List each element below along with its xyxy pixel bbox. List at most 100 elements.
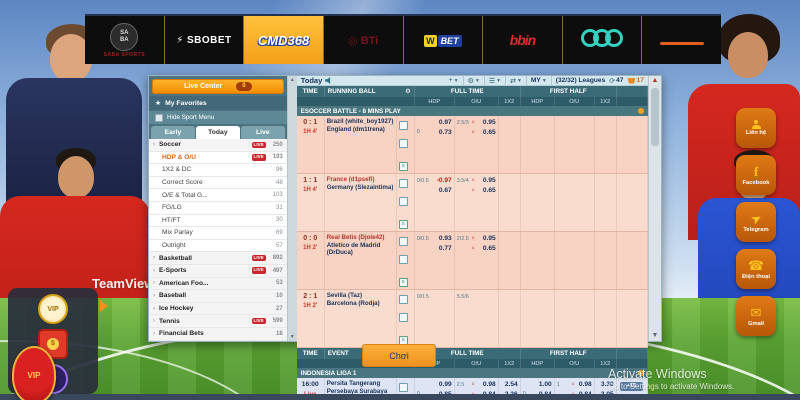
odds-cell[interactable] [597,176,614,186]
odds-cell[interactable]: 5.5/6 [457,292,496,302]
live-tv-icon[interactable] [398,121,408,130]
odds-cell[interactable]: 0/0.5 -0.97 [417,176,452,186]
odds-cell[interactable] [523,176,552,186]
sidebar-item-american-foo-[interactable]: › American Foo... 53 [149,277,287,291]
odds-cell[interactable] [597,118,614,128]
odds-cell[interactable] [523,186,552,196]
favorite-league-icon[interactable] [638,108,645,114]
odds-cell[interactable]: u 0.65 [457,186,496,196]
odds-cell[interactable] [557,244,592,254]
odds-cell[interactable] [501,292,518,302]
leagues-filter-button[interactable]: (32/32) Leagues [555,77,606,84]
more-bets-button[interactable]: +15 [619,382,644,391]
hdp-odds[interactable]: 0.97 [438,119,452,127]
odds-cell[interactable]: 0/0.5 [417,292,452,302]
ou-odds[interactable]: 0.95 [482,119,496,127]
hdp-odds[interactable]: -0.97 [436,177,452,185]
stats-icon[interactable] [398,255,408,264]
sidebar-item-mix-parlay[interactable]: Mix Parlay 69 [149,227,287,240]
odds-cell[interactable] [557,176,592,186]
odds-cell[interactable] [557,118,592,128]
hdp-odds[interactable]: 0.77 [438,244,452,252]
main-scrollbar[interactable]: ▲ ▼ [648,76,661,341]
sidebar-item-e-sports[interactable]: › E-Sports LIVE 497 [149,264,287,278]
live-tv-icon[interactable] [398,179,408,188]
sidebar-item-baseball[interactable]: › Baseball 10 [149,290,287,303]
add-view-button[interactable]: + ▼ [448,77,459,84]
my-favorites-button[interactable]: ★ My Favorites [149,96,287,110]
odds-cell[interactable]: 0 0.73 [417,128,452,138]
scroll-down-icon[interactable]: ▼ [651,332,659,339]
odds-cell[interactable]: 2.5 o 0.98 [457,380,496,390]
odds-cell[interactable] [523,292,552,302]
odds-cell[interactable]: 0/0.5 0.93 [417,234,452,244]
odds-cell[interactable] [597,292,614,302]
checkbox-icon[interactable] [155,113,163,122]
hide-sport-menu-toggle[interactable]: Hide Sport Menu [149,111,287,124]
odds-cell[interactable] [597,234,614,244]
tab-live[interactable]: Live [240,126,285,139]
stream-icon[interactable]: S [398,220,408,229]
odds-cell[interactable] [557,292,592,302]
ou-odds[interactable]: 0.98 [578,381,592,389]
vip-corner-badge[interactable]: VIP [12,346,56,400]
odds-cell[interactable] [523,302,552,312]
odds-cell[interactable] [501,244,518,254]
ou-odds[interactable]: 0.65 [482,186,496,194]
brand-tile-saba-sports[interactable]: SA BA SABA SPORTS [85,16,165,64]
contact-button-person[interactable]: Liên hệ [736,108,776,148]
ou-odds[interactable]: 0.65 [482,128,496,136]
favorite-league-icon[interactable] [638,370,645,376]
odds-cell[interactable] [501,234,518,244]
brand-tile-cmd368[interactable]: CMD368 [244,16,324,64]
odds-cell[interactable]: 0.77 [417,244,452,254]
sidebar-item-badminton[interactable]: ›BadmintonLIVE101 [149,340,287,341]
odds-cell[interactable] [501,118,518,128]
stats-icon[interactable] [398,197,408,206]
ou-odds[interactable]: 0.98 [482,381,496,389]
sort-button[interactable]: ⇄ ▼ [510,77,522,85]
odds-cell[interactable] [523,234,552,244]
odds-cell[interactable] [597,186,614,196]
odds-cell[interactable] [557,128,592,138]
brand-tile-wbet[interactable]: W BET [403,16,484,64]
odds-cell[interactable]: 3.5/4 o 0.95 [457,176,496,186]
brand-tile-bbin[interactable]: bbin [483,16,563,64]
odds-cell[interactable] [597,244,614,254]
sidebar-item-ice-hockey[interactable]: › Ice Hockey 27 [149,302,287,316]
hdp-odds[interactable]: 0.73 [438,128,452,136]
sidebar-item-outright[interactable]: Outright 57 [149,240,287,253]
odds-cell[interactable] [457,302,496,312]
odds-type-select[interactable]: MY ▼ [530,77,547,84]
contact-button-telegram[interactable]: ➤ Telegram [736,202,776,242]
odds-cell[interactable] [523,244,552,254]
stream-icon[interactable]: S [398,278,408,287]
sidebar-item-tennis[interactable]: › Tennis LIVE 599 [149,315,287,328]
sidebar-item-financial-bets[interactable]: › Financial Bets 18 [149,327,287,341]
odds-cell[interactable] [501,302,518,312]
expand-arrow-icon[interactable] [100,300,108,312]
odds-cell[interactable] [501,128,518,138]
refresh-button[interactable]: ⟳ 47 [609,77,624,85]
odds-cell[interactable] [417,302,452,312]
live-tv-icon[interactable] [398,295,408,304]
hdp-odds[interactable]: 1.00 [538,381,552,389]
odds-cell[interactable] [501,176,518,186]
bet-basket-button[interactable]: 17 [627,77,644,84]
ou-odds[interactable]: 0.95 [482,235,496,243]
hdp-odds[interactable]: 0.93 [438,235,452,243]
gear-icon[interactable]: ⚙ [405,88,411,95]
sidebar-item-ht-ft[interactable]: HT/FT 30 [149,215,287,228]
live-tv-icon[interactable] [398,237,408,246]
odds-cell[interactable]: 1 o 0.98 [557,380,592,390]
vip-medal-icon[interactable]: VIP [38,294,68,324]
scroll-up-icon[interactable]: ▲ [289,77,295,83]
stats-icon[interactable] [398,139,408,148]
odds-cell[interactable]: 0.67 [417,186,452,196]
brand-tile-bti[interactable]: ◎ BTi [323,16,404,64]
sidebar-scrollbar[interactable]: ▲ ▼ [286,76,297,341]
contact-button-phone[interactable]: ☎ Điện thoại [736,249,776,289]
odds-cell[interactable]: 2/2.5 o 0.95 [457,234,496,244]
tab-early[interactable]: Early [151,126,195,139]
live-tv-icon[interactable] [398,383,408,392]
